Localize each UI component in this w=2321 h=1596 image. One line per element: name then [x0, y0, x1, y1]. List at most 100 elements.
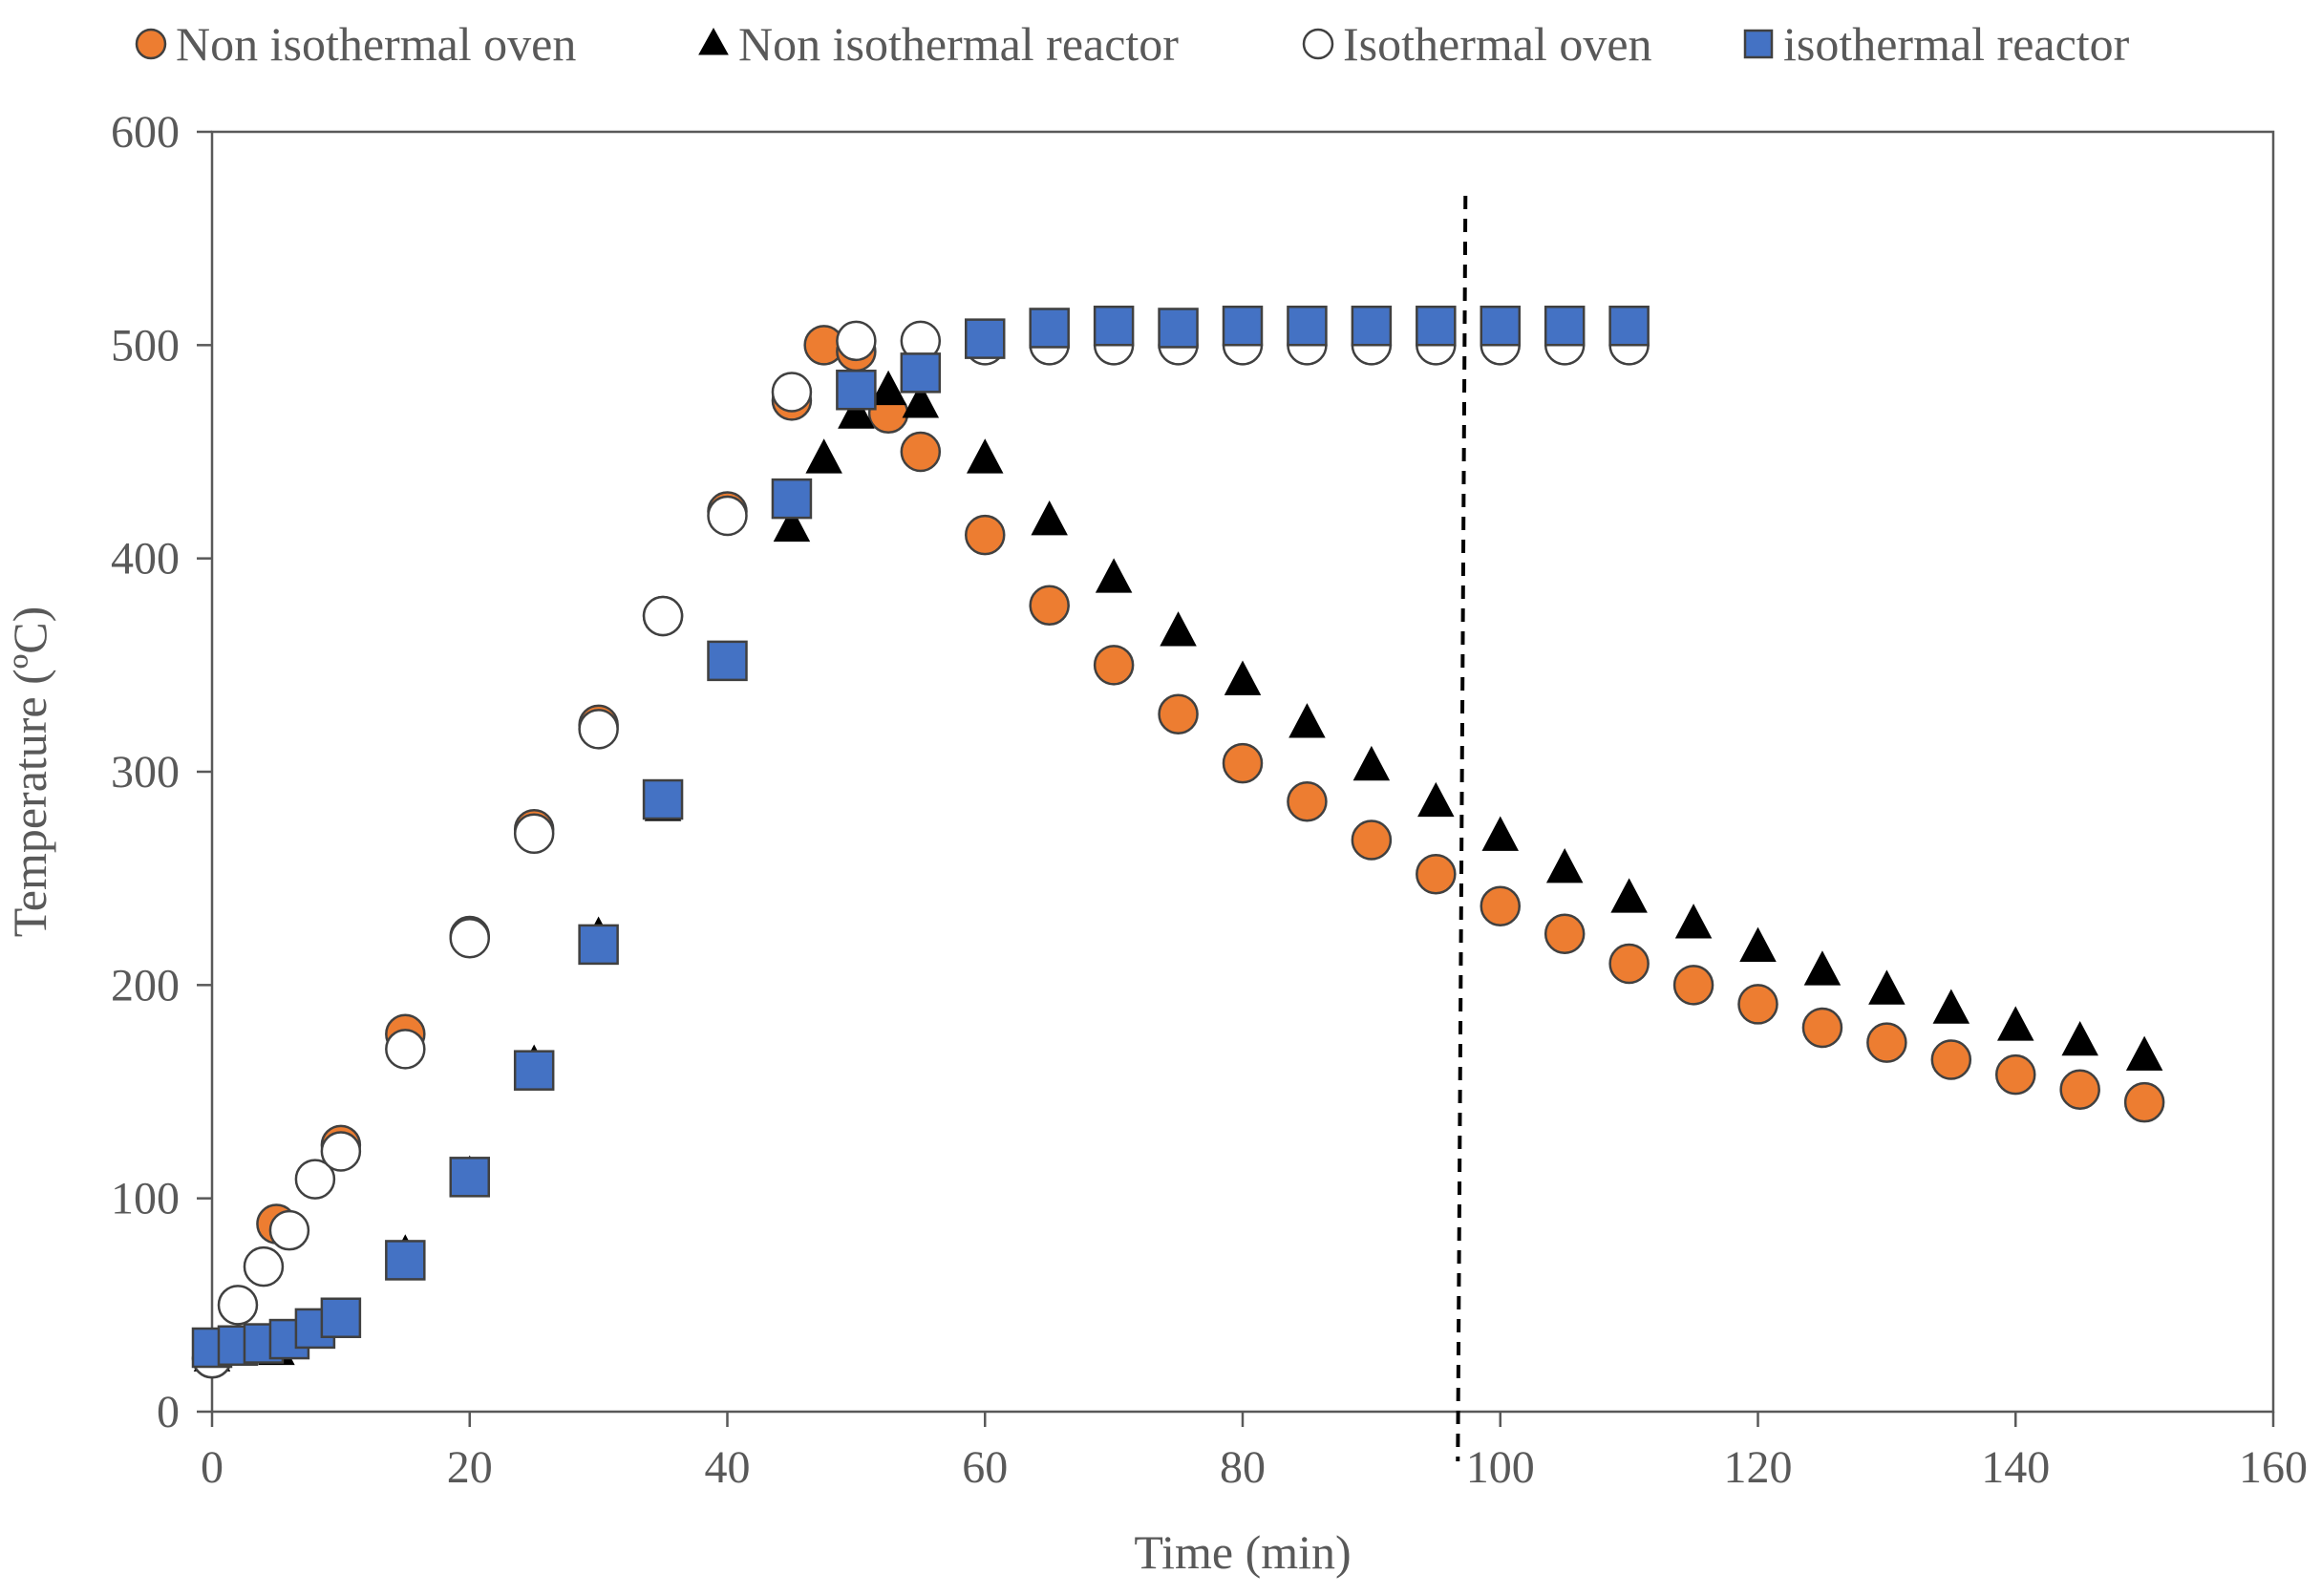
point-non-isothermal-reactor [1095, 558, 1133, 593]
point-isothermal-oven [578, 709, 619, 750]
point-non-isothermal-oven [1801, 1007, 1843, 1049]
point-non-isothermal-oven [1737, 984, 1778, 1025]
legend-item-isothermal-reactor: isothermal reactor [1743, 17, 2130, 71]
x-tick-label: 20 [447, 1442, 493, 1493]
point-non-isothermal-reactor [869, 370, 907, 406]
point-non-isothermal-reactor [1224, 660, 1262, 695]
point-isothermal-reactor [578, 924, 619, 966]
point-isothermal-reactor [513, 1050, 555, 1091]
point-non-isothermal-oven [2059, 1069, 2100, 1111]
point-non-isothermal-oven [1416, 853, 1457, 895]
point-isothermal-reactor [1093, 305, 1135, 347]
y-tick-label: 100 [111, 1174, 180, 1224]
point-isothermal-oven [513, 813, 555, 855]
point-non-isothermal-oven [1672, 965, 1714, 1006]
point-isothermal-reactor [965, 318, 1006, 359]
x-axis: 0 20 40 60 80 100 120 140 160 [201, 1412, 2308, 1493]
point-isothermal-oven [217, 1285, 259, 1326]
point-non-isothermal-reactor [1160, 611, 1197, 647]
legend-label: Non isothermal reactor [738, 17, 1179, 71]
point-non-isothermal-oven [1029, 585, 1070, 627]
y-axis: 0 100 200 300 400 500 600 [111, 107, 212, 1437]
point-non-isothermal-oven [1995, 1053, 2036, 1096]
point-non-isothermal-reactor [1739, 926, 1777, 963]
point-isothermal-oven [642, 595, 684, 637]
point-isothermal-reactor [449, 1157, 490, 1198]
point-isothermal-reactor [1416, 305, 1457, 347]
x-tick-label: 140 [1981, 1442, 2050, 1493]
data-points [191, 305, 2165, 1379]
point-isothermal-reactor [1287, 305, 1328, 347]
point-isothermal-oven [243, 1245, 285, 1287]
series-isothermal-reactor [191, 305, 1650, 1369]
point-non-isothermal-reactor [805, 438, 842, 474]
point-non-isothermal-oven [1480, 885, 1521, 926]
point-isothermal-reactor [385, 1240, 426, 1281]
legend-item-isothermal-oven: Isothermal oven [1302, 17, 1652, 71]
x-tick-label: 100 [1466, 1442, 1535, 1493]
point-isothermal-reactor [1480, 305, 1521, 347]
legend-label: Isothermal oven [1343, 17, 1652, 71]
point-isothermal-reactor [1158, 308, 1199, 349]
point-non-isothermal-reactor [1997, 1006, 2034, 1041]
point-non-isothermal-reactor [1545, 848, 1584, 883]
point-isothermal-reactor [1544, 305, 1586, 347]
point-non-isothermal-reactor [1288, 703, 1326, 738]
vertical-dashed-reference-line [1456, 195, 1468, 1462]
point-isothermal-reactor [900, 352, 942, 394]
point-isothermal-oven [385, 1029, 426, 1070]
point-non-isothermal-reactor [1352, 745, 1391, 781]
y-axis-title: Temperature (ºC) [3, 606, 56, 938]
point-non-isothermal-oven [1544, 913, 1586, 954]
x-tick-label: 80 [1220, 1442, 1266, 1493]
point-non-isothermal-reactor [2125, 1035, 2163, 1071]
point-isothermal-reactor [771, 478, 813, 520]
point-non-isothermal-reactor [967, 438, 1004, 474]
point-non-isothermal-reactor [1868, 969, 1906, 1005]
legend-label: isothermal reactor [1783, 17, 2130, 71]
point-non-isothermal-reactor [1031, 500, 1068, 536]
legend-item-non-isothermal-oven: Non isothermal oven [135, 17, 576, 71]
point-isothermal-reactor [642, 778, 684, 820]
legend-marker [698, 27, 729, 55]
x-tick-label: 60 [962, 1442, 1008, 1493]
point-non-isothermal-reactor [1417, 781, 1455, 818]
point-isothermal-oven [294, 1159, 336, 1200]
point-non-isothermal-reactor [1803, 950, 1842, 986]
point-isothermal-reactor [707, 640, 748, 682]
y-tick-label: 300 [111, 747, 180, 798]
point-non-isothermal-reactor [1674, 904, 1713, 939]
x-tick-label: 40 [705, 1442, 751, 1493]
point-non-isothermal-reactor [2061, 1020, 2098, 1056]
point-non-isothermal-reactor [1932, 989, 1970, 1024]
y-tick-label: 500 [111, 320, 180, 371]
point-non-isothermal-oven [1608, 943, 1650, 985]
point-isothermal-reactor [1222, 305, 1264, 347]
y-tick-label: 0 [157, 1387, 180, 1437]
point-isothermal-reactor [1608, 305, 1650, 347]
point-non-isothermal-oven [1158, 693, 1199, 734]
point-isothermal-reactor [1351, 305, 1393, 347]
x-tick-label: 120 [1724, 1442, 1793, 1493]
legend-marker [1302, 28, 1334, 60]
point-non-isothermal-oven [1287, 781, 1328, 822]
point-non-isothermal-oven [1930, 1039, 1972, 1080]
point-non-isothermal-reactor [1481, 816, 1519, 851]
point-isothermal-oven [836, 320, 877, 362]
x-tick-label: 160 [2239, 1442, 2308, 1493]
point-isothermal-oven [449, 917, 490, 959]
point-non-isothermal-oven [1866, 1022, 1907, 1063]
point-non-isothermal-oven [1093, 645, 1135, 686]
point-non-isothermal-oven [2123, 1081, 2165, 1123]
point-non-isothermal-reactor [838, 394, 875, 429]
point-isothermal-reactor [836, 369, 877, 411]
point-isothermal-reactor [320, 1297, 362, 1338]
point-non-isothermal-oven [1222, 742, 1264, 784]
point-isothermal-reactor [1029, 308, 1070, 349]
x-tick-label: 0 [201, 1442, 224, 1493]
point-isothermal-oven [771, 372, 813, 413]
y-tick-label: 400 [111, 534, 180, 585]
y-tick-label: 200 [111, 960, 180, 1011]
legend-marker [1743, 29, 1774, 59]
